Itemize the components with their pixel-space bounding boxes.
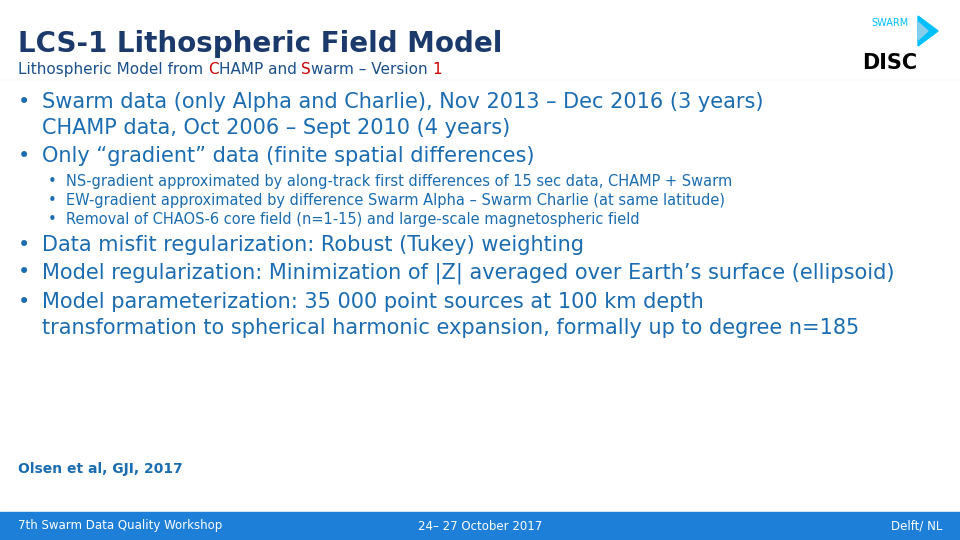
Text: EW-gradient approximated by difference Swarm Alpha – Swarm Charlie (at same lati: EW-gradient approximated by difference S… <box>66 193 725 208</box>
Text: 24– 27 October 2017: 24– 27 October 2017 <box>418 519 542 532</box>
Text: NS-gradient approximated by along-track first differences of 15 sec data, CHAMP : NS-gradient approximated by along-track … <box>66 174 732 189</box>
Text: Olsen et al, GJI, 2017: Olsen et al, GJI, 2017 <box>18 462 182 476</box>
Bar <box>0 512 960 540</box>
Text: Only “gradient” data (finite spatial differences): Only “gradient” data (finite spatial dif… <box>42 146 535 166</box>
Text: S: S <box>301 62 311 77</box>
Text: •: • <box>18 92 31 112</box>
Text: DISC: DISC <box>862 53 918 73</box>
Text: •: • <box>18 146 31 166</box>
Text: C: C <box>208 62 219 77</box>
Text: •: • <box>18 292 31 312</box>
Text: •: • <box>48 193 57 208</box>
Text: Delft/ NL: Delft/ NL <box>891 519 942 532</box>
Text: HAMP and: HAMP and <box>219 62 301 77</box>
Text: •: • <box>48 174 57 189</box>
Text: •: • <box>48 212 57 227</box>
Text: CHAMP data, Oct 2006 – Sept 2010 (4 years): CHAMP data, Oct 2006 – Sept 2010 (4 year… <box>42 118 511 138</box>
Text: Model regularization: Minimization of |Z| averaged over Earth’s surface (ellipso: Model regularization: Minimization of |Z… <box>42 262 895 284</box>
Polygon shape <box>918 22 928 40</box>
Text: Swarm data (only Alpha and Charlie), Nov 2013 – Dec 2016 (3 years): Swarm data (only Alpha and Charlie), Nov… <box>42 92 763 112</box>
Text: Model parameterization: 35 000 point sources at 100 km depth: Model parameterization: 35 000 point sou… <box>42 292 704 312</box>
Text: Removal of CHAOS-6 core field (n=1-15) and large-scale magnetospheric field: Removal of CHAOS-6 core field (n=1-15) a… <box>66 212 639 227</box>
Text: Data misfit regularization: Robust (Tukey) weighting: Data misfit regularization: Robust (Tuke… <box>42 235 584 255</box>
Text: •: • <box>18 235 31 255</box>
Text: warm – Version: warm – Version <box>311 62 433 77</box>
Text: SWARM: SWARM <box>872 18 908 28</box>
Text: 7th Swarm Data Quality Workshop: 7th Swarm Data Quality Workshop <box>18 519 223 532</box>
Text: •: • <box>18 262 31 282</box>
Polygon shape <box>918 16 938 46</box>
Text: Lithospheric Model from: Lithospheric Model from <box>18 62 208 77</box>
Text: LCS-1 Lithospheric Field Model: LCS-1 Lithospheric Field Model <box>18 30 502 58</box>
Text: transformation to spherical harmonic expansion, formally up to degree n=185: transformation to spherical harmonic exp… <box>42 318 859 338</box>
Text: 1: 1 <box>433 62 443 77</box>
